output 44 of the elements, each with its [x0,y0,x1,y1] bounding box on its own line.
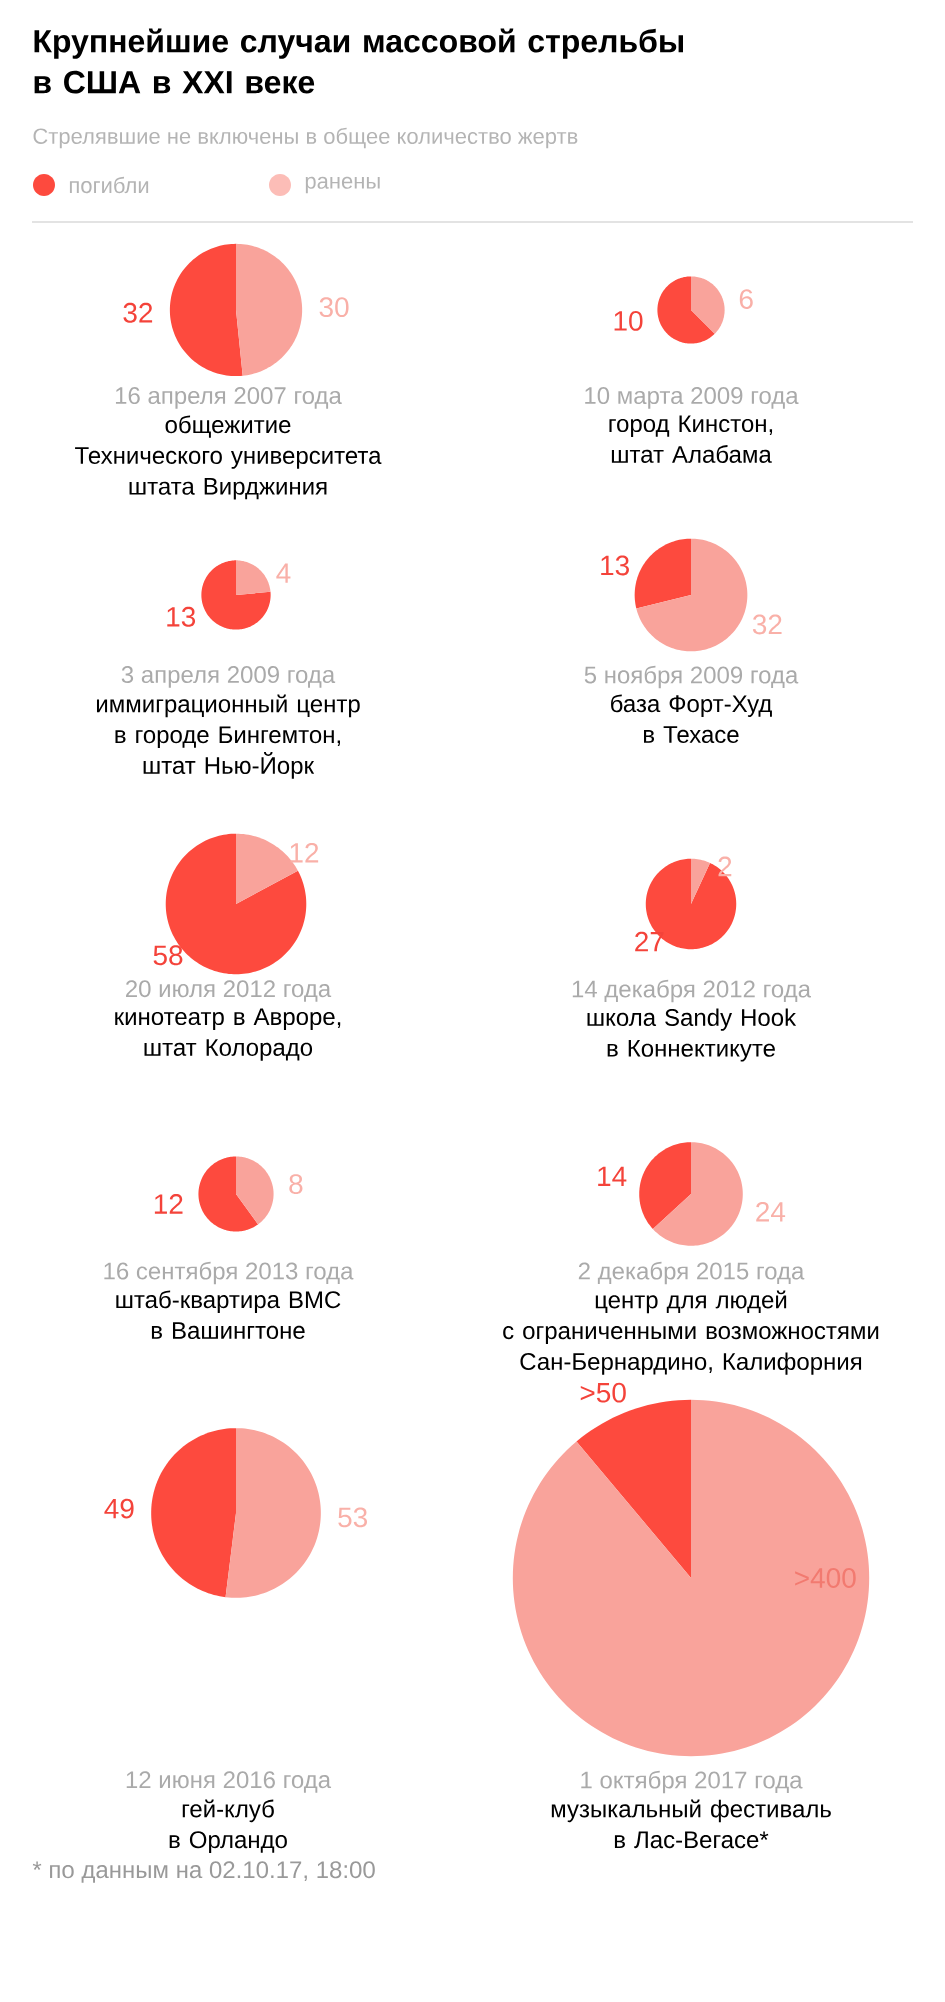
text: 3 апреля 2009 года [121,666,336,688]
text: гей-клуб в Орландо [169,1799,287,1853]
text: центр для людей с ограниченными возможностями Сан-Бернардино, Калифорния [503,1290,879,1375]
data-label: >50 [580,1382,626,1403]
text: город Кинстон, штат Алабама [609,415,773,463]
text: 20 июля 2012 года [126,980,332,1002]
text: база Форт-Худ в Техасе [611,694,772,744]
text: штаб-квартира ВМС в Вашингтоне [116,1290,341,1340]
data-label: 13 [601,555,629,576]
data-label: 4 [276,563,291,583]
data-label: 53 [338,1507,368,1528]
category-label: погибли [69,176,149,194]
data-label: 24 [756,1201,786,1222]
data-label: 49 [104,1498,134,1519]
data-label: 2 [718,856,732,877]
data-label: 13 [167,606,196,627]
data-label: 32 [123,302,153,323]
text: школа Sandy Hook в Коннектикуте [587,1008,797,1062]
text: * по данным на 02.10.17, 18:00 [32,1861,375,1883]
text: 16 сентября 2013 года [104,1261,354,1285]
data-label: 27 [635,931,664,952]
data-label: 32 [752,614,782,635]
data-label: 30 [319,297,349,318]
text: 10 марта 2009 года [585,387,799,409]
text: 16 апреля 2007 года [115,387,342,409]
data-label: 14 [598,1166,627,1186]
text: 2 декабря 2015 года [578,1261,805,1285]
text: 14 декабря 2012 года [572,979,811,1003]
text: кинотеатр в Авроре, штат Колорадо [115,1008,341,1061]
category-label: ранены [305,176,380,194]
text: музыкальный фестиваль в Лас-Вегасе* [551,1799,831,1849]
data-label: 10 [614,310,643,331]
text: 5 ноября 2009 года [584,665,799,689]
text: 1 октября 2017 года [581,1770,803,1794]
data-label: 12 [290,842,319,863]
text: общежитие Технического университета штата Вирджиния [75,415,382,500]
data-label: 6 [739,289,753,309]
text: 12 июня 2016 года [126,1771,332,1793]
data-label: 58 [153,945,183,966]
data-label: 8 [289,1174,303,1195]
data-label: 12 [154,1194,183,1214]
text: Стрелявшие не включены в общее количество жертв [33,127,578,149]
text: Крупнейшие случаи массовой стрельбы в США в XXI веке [34,28,683,94]
text: иммиграционный центр в городе Бингемтон, штат Нью-Йорк [96,694,360,779]
